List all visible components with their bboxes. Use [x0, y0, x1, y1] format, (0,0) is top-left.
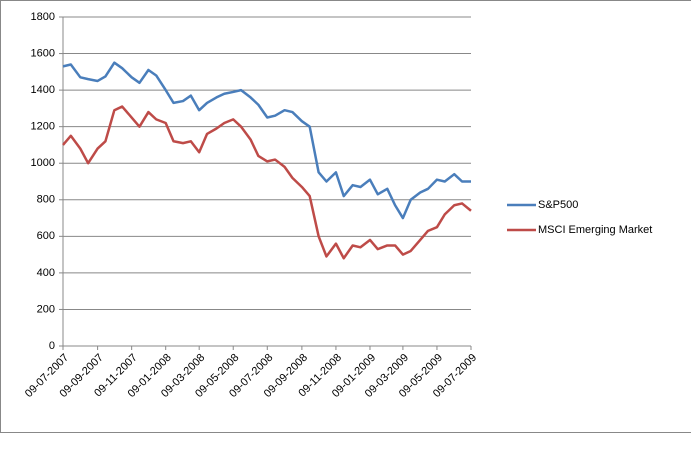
y-tick-label: 1600: [31, 47, 55, 59]
y-tick-label: 800: [37, 194, 55, 206]
legend-label: S&P500: [538, 199, 578, 211]
y-tick-label: 0: [49, 340, 55, 352]
legend-label: MSCI Emerging Market: [538, 224, 652, 236]
y-tick-label: 600: [37, 230, 55, 242]
y-tick-label: 200: [37, 303, 55, 315]
y-tick-label: 1000: [31, 157, 55, 169]
y-tick-label: 1200: [31, 121, 55, 133]
y-tick-label: 400: [37, 267, 55, 279]
y-tick-label: 1400: [31, 84, 55, 96]
y-tick-label: 1800: [31, 11, 55, 23]
chart-frame: [1, 1, 691, 433]
